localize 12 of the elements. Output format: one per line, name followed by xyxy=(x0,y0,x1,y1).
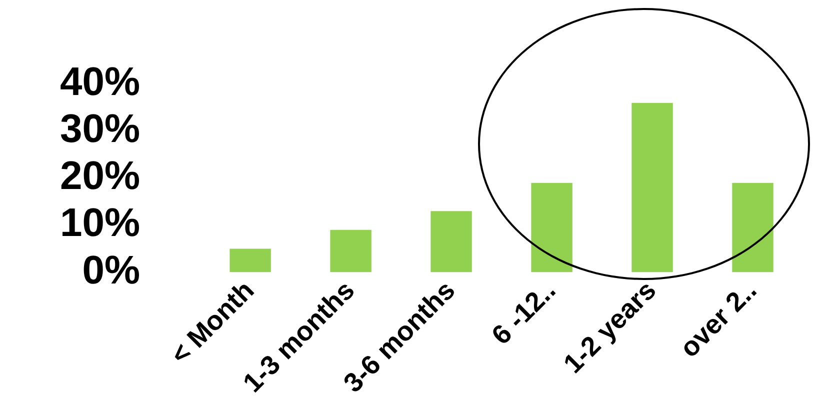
bar xyxy=(732,182,774,272)
bar xyxy=(430,211,472,272)
bar xyxy=(230,248,271,272)
y-tick-label: 10% xyxy=(60,201,140,246)
y-tick-label: 30% xyxy=(60,107,140,152)
bar xyxy=(632,102,673,272)
y-tick-label: 0% xyxy=(82,248,140,292)
bar xyxy=(330,230,372,272)
x-tick-label: 6 -12.. xyxy=(486,275,562,350)
bar xyxy=(531,182,572,272)
y-tick-label: 40% xyxy=(60,60,140,104)
y-tick-label: 20% xyxy=(60,154,140,198)
